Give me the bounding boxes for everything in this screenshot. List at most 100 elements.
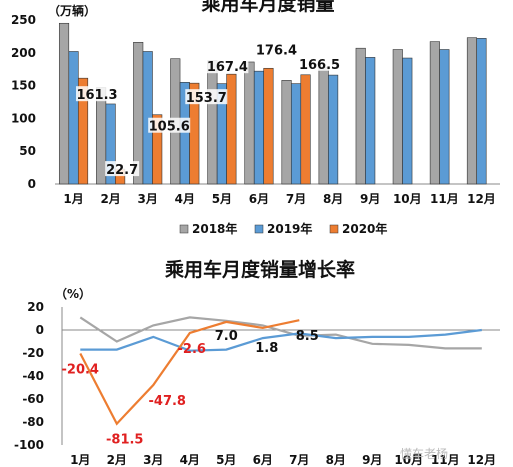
bar-y-tick-label: 150 bbox=[11, 79, 36, 93]
bar-chart-unit-label: （万辆） bbox=[48, 3, 96, 18]
bar-chart-legend: 2018年 2019年 2020年 bbox=[179, 221, 387, 236]
bar-chart: 乘用车月度销量 （万辆） 0 50 100 150 200 250 1月 2月 3月 4月 5月 6… bbox=[11, 0, 500, 236]
line-x-tick-label: 12月 bbox=[467, 453, 496, 467]
bar-data-label-bg bbox=[76, 86, 119, 102]
legend-swatch-2018年 bbox=[179, 224, 189, 234]
bar-chart-title: 乘用车月度销量 bbox=[200, 0, 334, 15]
bar-2020年-3月 bbox=[152, 114, 163, 185]
line-y-tick-label: -40 bbox=[22, 369, 44, 383]
bar-x-tick-label: 12月 bbox=[467, 192, 496, 206]
line-x-tick-label: 7月 bbox=[289, 453, 309, 467]
bar-x-tick-label: 4月 bbox=[175, 192, 195, 206]
watermark: 懂车老杨 bbox=[400, 446, 448, 461]
bar-2020年-7月 bbox=[300, 74, 311, 185]
bar-data-label: 176.4 bbox=[256, 43, 297, 58]
line-x-tick-label: 1月 bbox=[70, 453, 90, 467]
line-data-label: 8.5 bbox=[296, 329, 319, 344]
bar-2019年-1月 bbox=[68, 51, 79, 185]
bar-y-tick-label: 250 bbox=[11, 13, 36, 27]
line-chart-unit-label: （%） bbox=[55, 286, 91, 301]
bar-data-label: 166.5 bbox=[299, 58, 340, 73]
line-y-tick-label: 0 bbox=[36, 323, 44, 337]
bar-data-label: 22.7 bbox=[106, 163, 138, 178]
bar-data-label-bg bbox=[206, 58, 249, 74]
bar-2019年-11月 bbox=[439, 49, 450, 185]
bar-2019年-7月 bbox=[290, 83, 302, 185]
legend-label: 2018年 bbox=[192, 221, 237, 236]
bar-2018年-6月 bbox=[244, 61, 255, 185]
line-data-label: -20.4 bbox=[62, 362, 99, 377]
bar-y-tick-label: 100 bbox=[11, 111, 36, 125]
line-data-label: -47.8 bbox=[149, 394, 186, 409]
bar-2018年-9月 bbox=[355, 47, 366, 185]
bar-x-tick-label: 6月 bbox=[249, 192, 269, 206]
bar-2019年-2月 bbox=[105, 103, 116, 185]
line-x-tick-label: 4月 bbox=[180, 453, 200, 467]
line-x-tick-label: 2月 bbox=[107, 453, 127, 467]
bar-y-tick-label: 50 bbox=[19, 144, 36, 158]
bar-2020年-6月 bbox=[263, 67, 274, 185]
bar-2019年-6月 bbox=[253, 70, 265, 185]
bar-2019年-12月 bbox=[476, 38, 487, 185]
bar-data-label: 105.6 bbox=[149, 120, 190, 135]
bar-2020年-4月 bbox=[189, 82, 200, 185]
bar-x-tick-label: 2月 bbox=[100, 192, 120, 206]
line-x-tick-label: 10月 bbox=[394, 453, 423, 467]
bar-2018年-5月 bbox=[207, 60, 218, 185]
line-data-label: 1.8 bbox=[255, 341, 278, 356]
legend-label: 2020年 bbox=[342, 221, 387, 236]
line-y-tick-label: 20 bbox=[27, 300, 44, 314]
bar-2018年-8月 bbox=[318, 66, 329, 185]
line-x-tick-label: 11月 bbox=[431, 453, 460, 467]
bar-x-tick-label: 10月 bbox=[393, 192, 422, 206]
line-x-tick-label: 9月 bbox=[362, 453, 382, 467]
line-series-2020年 bbox=[79, 319, 300, 426]
bar-2019年-10月 bbox=[402, 57, 413, 185]
bar-2018年-11月 bbox=[429, 41, 440, 185]
bar-data-label-bg bbox=[255, 41, 298, 57]
bar-x-tick-label: 8月 bbox=[323, 192, 343, 206]
line-chart-title: 乘用车月度销量增长率 bbox=[164, 258, 355, 281]
line-y-tick-label: -20 bbox=[22, 346, 44, 360]
bar-data-label: 167.4 bbox=[207, 60, 248, 75]
bar-2019年-8月 bbox=[328, 74, 339, 185]
bar-2020年-1月 bbox=[77, 77, 89, 185]
line-x-tick-label: 3月 bbox=[143, 453, 163, 467]
bar-x-tick-label: 11月 bbox=[430, 192, 459, 206]
bar-2018年-1月 bbox=[58, 22, 70, 185]
bar-2018年-10月 bbox=[392, 49, 403, 185]
bar-y-tick-label: 0 bbox=[28, 177, 36, 191]
line-y-tick-label: -100 bbox=[14, 438, 44, 452]
line-y-tick-label: -60 bbox=[22, 392, 44, 406]
line-x-tick-label: 6月 bbox=[253, 453, 273, 467]
line-y-tick-label: -80 bbox=[22, 415, 44, 429]
bar-2020年-5月 bbox=[226, 73, 237, 185]
legend-swatch-2020年 bbox=[329, 224, 339, 234]
bar-y-tick-label: 200 bbox=[11, 46, 36, 60]
legend-label: 2019年 bbox=[267, 221, 312, 236]
line-data-label: -2.6 bbox=[178, 342, 206, 357]
line-x-tick-label: 8月 bbox=[326, 453, 346, 467]
line-series-2019年 bbox=[80, 328, 482, 352]
bar-data-label-bg bbox=[185, 89, 228, 105]
bar-x-tick-label: 3月 bbox=[138, 192, 158, 206]
bar-x-tick-label: 9月 bbox=[360, 192, 380, 206]
bar-2018年-12月 bbox=[466, 37, 478, 185]
bar-data-label: 153.7 bbox=[186, 91, 227, 106]
legend-swatch-2019年 bbox=[254, 224, 264, 234]
bar-x-tick-label: 7月 bbox=[286, 192, 306, 206]
line-data-label: 7.0 bbox=[215, 329, 238, 344]
bar-2019年-9月 bbox=[365, 57, 376, 185]
bar-data-label: 161.3 bbox=[76, 88, 117, 103]
line-series-2018年 bbox=[79, 316, 482, 350]
bar-2018年-7月 bbox=[281, 80, 292, 185]
bar-data-label-bg bbox=[148, 117, 191, 133]
line-x-tick-label: 5月 bbox=[216, 453, 236, 467]
bar-data-label-bg bbox=[105, 161, 140, 177]
bar-data-label-bg bbox=[298, 55, 341, 71]
line-data-label: -81.5 bbox=[106, 433, 143, 448]
bar-x-tick-label: 1月 bbox=[63, 192, 83, 206]
line-chart: 乘用车月度销量增长率 （%） 20 0 -20 -40 -60 -80 -100 1月 2月 3… bbox=[14, 258, 500, 467]
bar-x-tick-label: 5月 bbox=[212, 192, 232, 206]
